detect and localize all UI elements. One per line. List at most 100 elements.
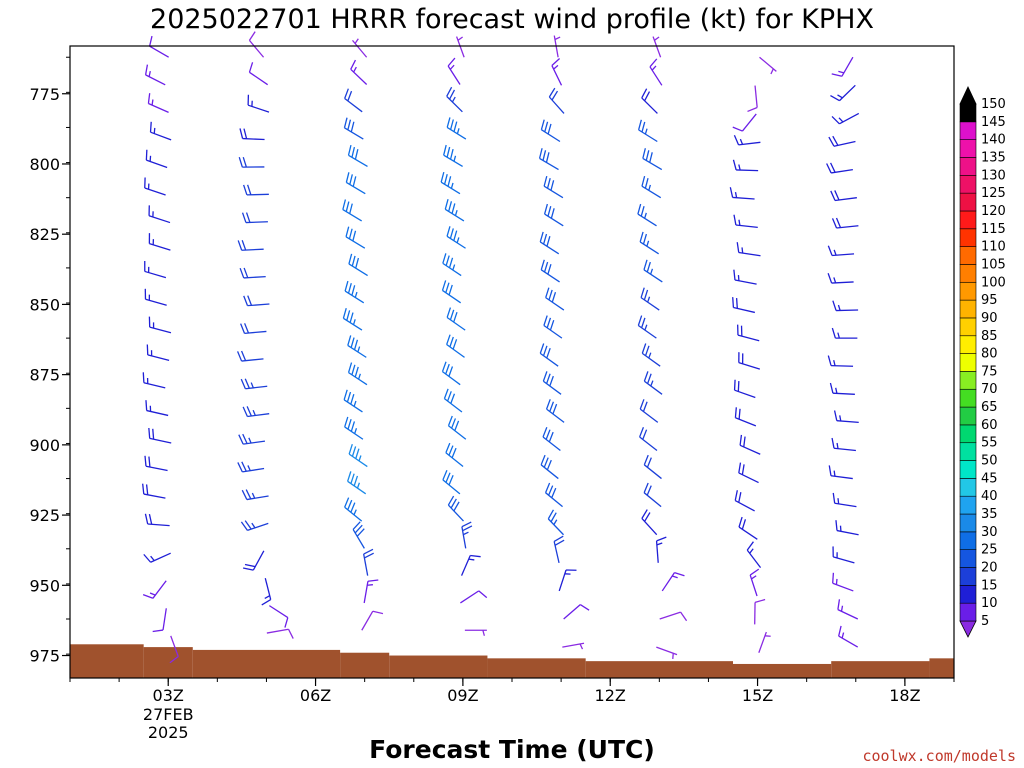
- barb-half-feather: [354, 428, 358, 434]
- barb-full-feather: [352, 230, 357, 242]
- wind-barb: [732, 113, 757, 132]
- barb-half-feather: [248, 437, 252, 444]
- wind-barb: [738, 462, 759, 484]
- wind-barb: [827, 245, 855, 257]
- barb-full-feather: [144, 513, 149, 525]
- wind-barb: [142, 483, 166, 499]
- wind-barb: [655, 536, 667, 563]
- barb-full-feather: [831, 327, 836, 339]
- barb-half-feather: [554, 36, 561, 41]
- barb-half-feather: [837, 332, 840, 339]
- wind-barb: [347, 362, 368, 386]
- barb-full-feather: [478, 590, 488, 599]
- wind-barb: [833, 410, 859, 424]
- barb-half-feather: [451, 96, 456, 103]
- barb-full-feather: [241, 489, 248, 500]
- barb-full-feather: [754, 598, 766, 603]
- barb-full-feather: [243, 184, 248, 196]
- barb-half-feather: [837, 304, 841, 311]
- wind-barb: [241, 212, 268, 224]
- barb-full-feather: [453, 501, 460, 512]
- colorbar-label: 95: [981, 293, 998, 308]
- barb-half-feather: [450, 182, 454, 189]
- barb-shaft: [268, 605, 289, 619]
- ground-segment: [831, 661, 930, 678]
- ground-segment: [929, 658, 954, 678]
- barb-full-feather: [350, 394, 355, 405]
- barb-full-feather: [738, 492, 742, 503]
- barb-full-feather: [239, 128, 244, 139]
- wind-barb: [238, 156, 265, 168]
- wind-barb: [738, 352, 761, 370]
- barb-full-feather: [246, 406, 252, 417]
- wind-barb: [241, 489, 269, 501]
- colorbar-swatch: [959, 406, 977, 426]
- wind-barb: [345, 172, 366, 195]
- barb-full-feather: [143, 553, 152, 563]
- barb-shaft: [460, 590, 480, 604]
- colorbar-swatch: [959, 210, 977, 230]
- barb-full-feather: [247, 184, 252, 195]
- barb-full-feather: [639, 399, 645, 410]
- y-axis: 775 800 825 850 875 900 925 950 975: [29, 56, 70, 666]
- barb-full-feather: [461, 521, 472, 528]
- barb-full-feather: [343, 117, 348, 128]
- wind-barb: [540, 259, 560, 283]
- barb-full-feather: [347, 90, 353, 102]
- wind-barb: [837, 599, 859, 620]
- barb-full-feather: [345, 226, 350, 237]
- barb-full-feather: [732, 159, 737, 171]
- wind-barb: [832, 492, 857, 508]
- barb-full-feather: [547, 123, 552, 135]
- wind-barb: [242, 550, 265, 571]
- wind-barb: [169, 635, 179, 664]
- barb-half-feather: [153, 127, 156, 134]
- barb-full-feather: [145, 484, 149, 495]
- wind-barb: [347, 471, 367, 495]
- wind-barb: [543, 315, 563, 339]
- barb-full-feather: [549, 401, 555, 412]
- barb-half-feather: [644, 324, 648, 331]
- wind-barb: [446, 86, 463, 113]
- wind-barb: [145, 149, 168, 169]
- barb-full-feather: [738, 516, 743, 528]
- barb-full-feather: [240, 521, 248, 531]
- colorbar-swatch: [959, 442, 977, 461]
- barb-full-feather: [354, 524, 363, 534]
- wind-barb: [828, 135, 856, 147]
- barb-full-feather: [448, 475, 454, 486]
- y-tick-label: 875: [29, 366, 60, 385]
- wind-barb: [148, 35, 169, 58]
- barb-full-feather: [738, 408, 741, 420]
- colorbar-swatch: [959, 246, 977, 265]
- barb-full-feather: [349, 312, 354, 323]
- barb-half-feather: [456, 237, 460, 244]
- barb-full-feather: [350, 337, 355, 348]
- barb-full-feather: [446, 117, 451, 128]
- wind-barb: [832, 546, 855, 564]
- colorbar-swatch: [959, 299, 977, 319]
- barb-full-feather: [831, 437, 835, 449]
- wind-barb: [447, 415, 467, 440]
- barb-full-feather: [142, 372, 145, 383]
- barb-shaft: [162, 608, 167, 631]
- barb-full-feather: [287, 628, 294, 639]
- wind-barb: [344, 280, 365, 304]
- barb-full-feather: [448, 445, 454, 456]
- colorbar-label: 115: [981, 222, 1006, 237]
- barb-full-feather: [451, 447, 457, 459]
- wind-barb: [639, 231, 659, 255]
- wind-barb: [547, 509, 565, 536]
- barb-full-feather: [546, 178, 551, 189]
- barb-full-feather: [830, 94, 840, 102]
- barb-half-feather: [579, 643, 584, 650]
- barb-full-feather: [449, 89, 456, 100]
- colorbar-label: 140: [981, 133, 1006, 148]
- barb-full-feather: [448, 257, 454, 268]
- barb-full-feather: [446, 334, 451, 345]
- colorbar-label: 85: [981, 329, 998, 344]
- barb-full-feather: [542, 233, 548, 245]
- barb-full-feather: [549, 375, 554, 387]
- barb-full-feather: [550, 512, 557, 523]
- barb-full-feather: [838, 625, 842, 637]
